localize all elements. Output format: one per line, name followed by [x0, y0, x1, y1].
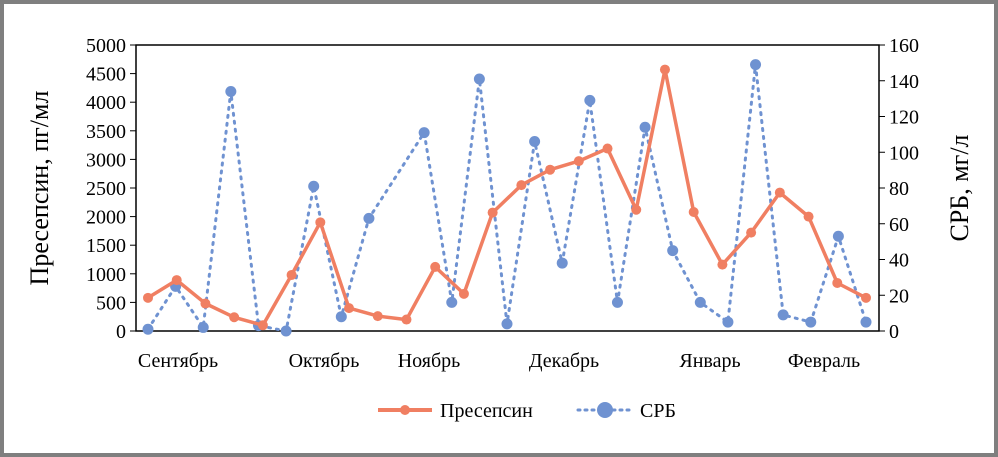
data-point-crp	[694, 296, 706, 308]
data-point-presepsin	[200, 298, 211, 309]
left-tick-label: 1500	[86, 235, 126, 257]
data-point-crp	[639, 121, 651, 133]
data-point-crp	[418, 127, 430, 139]
data-point-crp	[750, 59, 762, 71]
left-axis-title: Пресепсин, пг/мл	[25, 91, 54, 286]
axes	[135, 44, 880, 332]
legend: Пресепсин СРБ	[378, 400, 676, 422]
data-point-crp	[335, 311, 347, 323]
data-point-crp	[308, 180, 320, 192]
data-point-presepsin	[573, 156, 584, 167]
data-point-crp	[832, 230, 844, 242]
left-tick-label: 4000	[86, 92, 126, 114]
data-point-crp	[363, 212, 375, 224]
data-point-presepsin	[717, 259, 728, 270]
right-tick-label: 40	[889, 250, 909, 272]
legend-label-crp: СРБ	[640, 400, 676, 422]
right-tick-label: 20	[889, 285, 909, 307]
right-tick-label: 100	[889, 142, 919, 164]
data-point-presepsin	[545, 164, 556, 175]
data-point-crp	[556, 257, 568, 269]
data-point-presepsin	[257, 320, 268, 331]
data-point-crp	[197, 321, 209, 333]
data-point-crp	[777, 309, 789, 321]
data-point-presepsin	[372, 311, 383, 322]
data-point-presepsin	[516, 180, 527, 191]
data-point-presepsin	[315, 217, 326, 228]
data-point-crp	[529, 136, 541, 148]
data-point-crp	[501, 318, 513, 330]
left-tick-label: 0	[116, 321, 126, 343]
left-tick-label: 2500	[86, 178, 126, 200]
data-point-crp	[860, 316, 872, 328]
data-point-presepsin	[746, 227, 757, 238]
right-tick-label: 0	[889, 321, 899, 343]
x-tick-label: Октябрь	[289, 350, 360, 372]
data-point-crp	[280, 325, 292, 337]
left-tick-label: 2000	[86, 207, 126, 229]
data-point-crp	[667, 245, 679, 257]
data-point-presepsin	[229, 312, 240, 323]
right-tick-label: 140	[889, 71, 919, 93]
data-point-presepsin	[861, 292, 871, 303]
legend-marker-presepsin	[400, 405, 410, 415]
x-tick-label: Январь	[679, 350, 740, 372]
x-tick-label: Ноябрь	[398, 350, 461, 372]
data-point-crp	[722, 316, 734, 328]
data-point-presepsin	[688, 207, 699, 218]
right-tick-label: 120	[889, 107, 919, 129]
data-point-presepsin	[659, 64, 670, 75]
data-point-presepsin	[803, 211, 814, 222]
x-tick-label: Декабрь	[529, 350, 599, 372]
right-tick-label: 60	[889, 214, 909, 236]
data-point-presepsin	[401, 314, 412, 325]
data-point-presepsin	[832, 277, 843, 288]
legend-label-presepsin: Пресепсин	[440, 400, 533, 422]
left-axis-ticks: 0 500 1000 1500 2000 2500 3000 3500 4000 4500 5000	[86, 35, 136, 343]
right-tick-label: 80	[889, 178, 909, 200]
left-tick-label: 500	[96, 292, 126, 314]
right-tick-label: 160	[889, 35, 919, 57]
data-point-presepsin	[344, 303, 355, 314]
right-axis-ticks: 0 20 40 60 80 100 120 140 160	[879, 35, 919, 343]
data-point-crp	[446, 296, 458, 308]
data-point-presepsin	[602, 143, 613, 154]
data-point-presepsin	[430, 261, 441, 272]
series-layer	[142, 59, 872, 337]
data-point-presepsin	[458, 288, 469, 299]
x-tick-label: Февраль	[788, 350, 860, 372]
plot-area	[135, 44, 880, 332]
right-axis-title: СРБ, мг/л	[945, 134, 974, 241]
x-tick-label: Сентябрь	[138, 350, 218, 372]
data-point-presepsin	[487, 207, 498, 218]
legend-marker-crp	[597, 402, 613, 418]
data-point-presepsin	[143, 292, 153, 303]
data-point-crp	[805, 316, 817, 328]
data-point-presepsin	[171, 275, 182, 286]
left-tick-label: 3500	[86, 121, 126, 143]
left-tick-label: 3000	[86, 149, 126, 171]
data-point-presepsin	[631, 204, 642, 215]
data-point-crp	[225, 85, 237, 97]
data-point-crp	[611, 296, 623, 308]
left-tick-label: 5000	[86, 35, 126, 57]
series-line-presepsin	[147, 67, 867, 328]
data-point-presepsin	[774, 187, 785, 198]
left-tick-label: 1000	[86, 264, 126, 286]
data-point-presepsin	[286, 269, 297, 280]
left-tick-label: 4500	[86, 64, 126, 86]
data-point-crp	[473, 73, 485, 85]
data-point-crp	[142, 323, 154, 335]
x-axis-ticks: Сентябрь Октябрь Ноябрь Декабрь Январь Феврал…	[138, 350, 860, 372]
data-point-crp	[584, 94, 596, 106]
